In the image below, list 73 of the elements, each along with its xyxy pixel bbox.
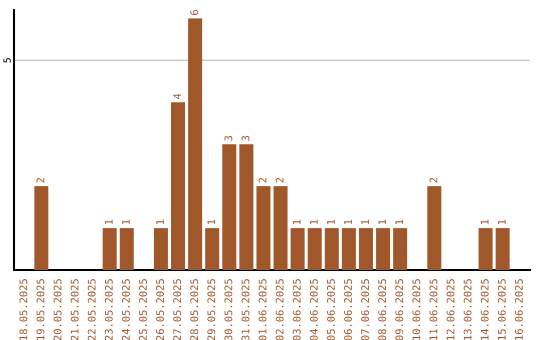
bar [496,228,510,270]
x-tick-label: 31.05.2025 [242,279,250,340]
x-tick-label: 01.06.2025 [258,279,267,340]
x-tick-label: 27.05.2025 [173,279,182,340]
bar [427,186,442,270]
x-tick-label: 14.06.2025 [480,279,489,340]
x-tick-label: 08.06.2025 [378,279,386,340]
x-tick-label: 07.06.2025 [361,279,370,340]
bar [205,228,220,270]
x-tick-label: 25.05.2025 [139,279,147,340]
data-label: 1 [480,220,488,224]
x-tick-label: 12.06.2025 [446,279,454,340]
x-tick-label: 06.06.2025 [344,279,352,340]
x-tick-label: 03.06.2025 [292,279,301,340]
x-tick-label: 30.05.2025 [224,279,232,340]
x-tick-label: 05.06.2025 [326,279,335,340]
x-tick-label: 29.05.2025 [207,279,216,340]
data-label: 1 [498,220,506,224]
bar [478,228,493,270]
x-tick-label: 23.05.2025 [104,279,113,340]
bar [290,228,305,270]
data-label: 6 [190,10,198,15]
bar [239,144,254,270]
bar [324,228,339,270]
bar [222,144,236,270]
x-tick-label: 28.05.2025 [190,279,198,340]
data-label: 1 [344,220,352,224]
x-tick-label: 15.06.2025 [498,279,506,340]
x-tick-label: 02.06.2025 [276,279,284,340]
x-tick-label: 11.06.2025 [429,279,438,340]
data-label: 4 [173,94,181,99]
data-label: 2 [258,178,266,183]
y-tick-label: 5 [4,58,11,63]
bar [34,186,48,270]
x-tick-label: 26.05.2025 [156,279,164,340]
data-label: 1 [310,220,318,224]
x-tick-label: 22.05.2025 [88,279,96,340]
bar [393,228,408,270]
bar [120,228,134,270]
data-label: 1 [378,220,386,224]
x-tick-label: 24.05.2025 [122,279,130,340]
x-tick-label: 18.05.2025 [19,279,28,340]
x-tick-label: 13.06.2025 [464,279,472,340]
bar [308,228,322,270]
x-tick-label: 10.06.2025 [412,279,420,340]
data-label: 1 [361,220,369,224]
data-label: 3 [224,136,232,141]
bar [171,102,186,270]
data-label: 2 [276,178,284,183]
bar [102,228,117,270]
bar [342,228,356,270]
data-label: 2 [429,178,438,183]
data-label: 1 [156,220,164,224]
data-label: 1 [208,220,216,224]
bar [154,228,168,270]
data-label: 3 [242,136,250,141]
data-label: 2 [36,178,44,183]
x-tick-label: 16.06.2025 [514,279,523,340]
x-tick-label: 09.06.2025 [395,279,404,340]
data-label: 1 [395,220,404,224]
bar [274,186,288,270]
bar [256,186,270,270]
bar [188,18,202,270]
data-label: 1 [327,220,335,224]
data-label: 1 [122,220,130,224]
data-label: 1 [104,220,113,224]
x-tick-label: 20.05.2025 [54,279,62,340]
data-label: 1 [292,220,301,224]
bar [376,228,390,270]
x-tick-label: 21.05.2025 [70,279,79,340]
bar [358,228,373,270]
x-tick-label: 19.05.2025 [36,279,44,340]
x-tick-label: 04.06.2025 [310,279,318,340]
